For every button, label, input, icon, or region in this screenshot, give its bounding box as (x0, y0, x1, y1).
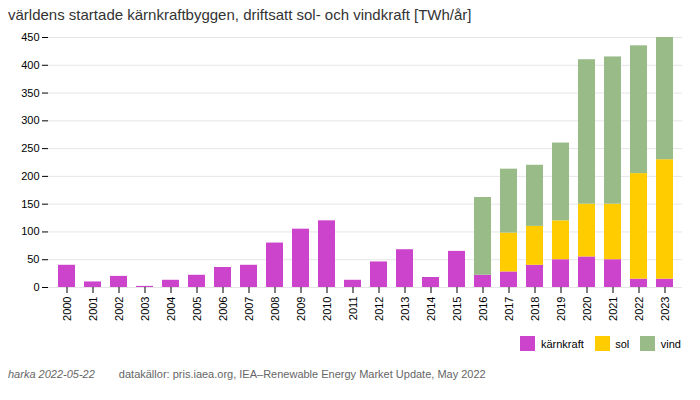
svg-text:150: 150 (21, 198, 39, 210)
svg-text:2006: 2006 (217, 297, 229, 321)
svg-text:100: 100 (21, 225, 39, 237)
svg-text:350: 350 (21, 87, 39, 99)
svg-text:2009: 2009 (295, 297, 307, 321)
svg-text:2019: 2019 (555, 297, 567, 321)
svg-text:450: 450 (21, 31, 39, 43)
svg-text:2005: 2005 (191, 297, 203, 321)
svg-text:400: 400 (21, 59, 39, 71)
svg-text:2002: 2002 (113, 297, 125, 321)
svg-text:2004: 2004 (165, 297, 177, 321)
svg-text:2023: 2023 (659, 297, 671, 321)
html-text:datakällor: pris.iaea.org, IEA: datakällor: pris.iaea.org, IEA–Renewable… (118, 367, 486, 380)
svg-text:300: 300 (21, 114, 39, 126)
html-text:sol: sol (615, 337, 630, 350)
svg-text:2017: 2017 (503, 297, 515, 321)
svg-text:2007: 2007 (243, 297, 255, 321)
svg-text:50: 50 (27, 253, 39, 265)
html-text:harka 2022-05-22: harka 2022-05-22 (8, 367, 95, 380)
html-text:kärnkraft: kärnkraft (541, 337, 584, 350)
svg-text:2011: 2011 (347, 297, 359, 321)
svg-text:2000: 2000 (61, 297, 73, 321)
svg-text:2020: 2020 (581, 297, 593, 321)
svg-text:250: 250 (21, 142, 39, 154)
svg-text:200: 200 (21, 170, 39, 182)
html-text:vind: vind (660, 337, 681, 350)
svg-text:2012: 2012 (373, 297, 385, 321)
svg-text:2018: 2018 (529, 297, 541, 321)
svg-text:2013: 2013 (399, 297, 411, 321)
svg-text:2003: 2003 (139, 297, 151, 321)
svg-text:2014: 2014 (425, 297, 437, 321)
svg-text:2001: 2001 (87, 297, 99, 321)
html-text:världens startade kärnkraftbyg: världens startade kärnkraftbyggen, drift… (8, 6, 472, 23)
svg-text:2010: 2010 (321, 297, 333, 321)
svg-text:2008: 2008 (269, 297, 281, 321)
svg-text:2015: 2015 (451, 297, 463, 321)
svg-text:2022: 2022 (633, 297, 645, 321)
svg-text:2021: 2021 (607, 297, 619, 321)
svg-text:2016: 2016 (477, 297, 489, 321)
svg-text:0: 0 (33, 281, 39, 293)
